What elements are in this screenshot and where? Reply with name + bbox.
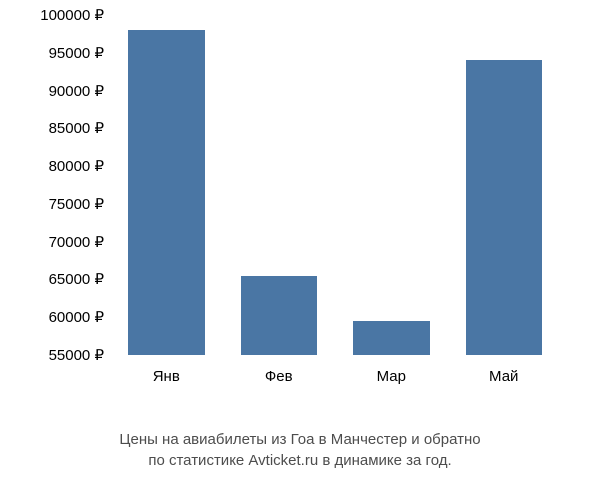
bar xyxy=(466,60,543,355)
x-tick-label: Фев xyxy=(265,368,293,385)
y-axis: 55000 ₽60000 ₽65000 ₽70000 ₽75000 ₽80000… xyxy=(20,10,108,360)
bar xyxy=(128,30,205,355)
y-tick-label: 65000 ₽ xyxy=(49,270,104,288)
x-tick-label: Янв xyxy=(153,368,180,385)
price-chart: 55000 ₽ 60000 ₽ 65000 ₽ 70000 ₽ 75000 ₽ 80000… xyxy=(20,10,580,400)
x-tick-label: Мар xyxy=(377,368,406,385)
plot-area xyxy=(110,15,560,355)
y-tick-label: 95000 ₽ xyxy=(49,44,104,62)
y-tick-label: 70000 ₽ xyxy=(49,233,104,251)
x-tick-label: Май xyxy=(489,368,518,385)
y-tick-label: 55000 ₽ xyxy=(49,346,104,364)
y-tick-label: 85000 ₽ xyxy=(49,119,104,137)
y-tick-label: 80000 ₽ xyxy=(49,157,104,175)
bar xyxy=(241,276,318,355)
y-tick-label: 75000 ₽ xyxy=(49,195,104,213)
caption-line2: по статистике Avticket.ru в динамике за … xyxy=(148,452,451,469)
chart-caption: Цены на авиабилеты из Гоа в Манчестер и … xyxy=(0,429,600,473)
caption-line1: Цены на авиабилеты из Гоа в Манчестер и … xyxy=(119,431,480,448)
x-axis: Янв Фев Мар Май xyxy=(110,360,560,390)
y-tick-label: 90000 ₽ xyxy=(49,82,104,100)
y-tick-label: 60000 ₽ xyxy=(49,308,104,326)
bar xyxy=(353,321,430,355)
y-tick-label: 100000 ₽ xyxy=(40,6,104,24)
